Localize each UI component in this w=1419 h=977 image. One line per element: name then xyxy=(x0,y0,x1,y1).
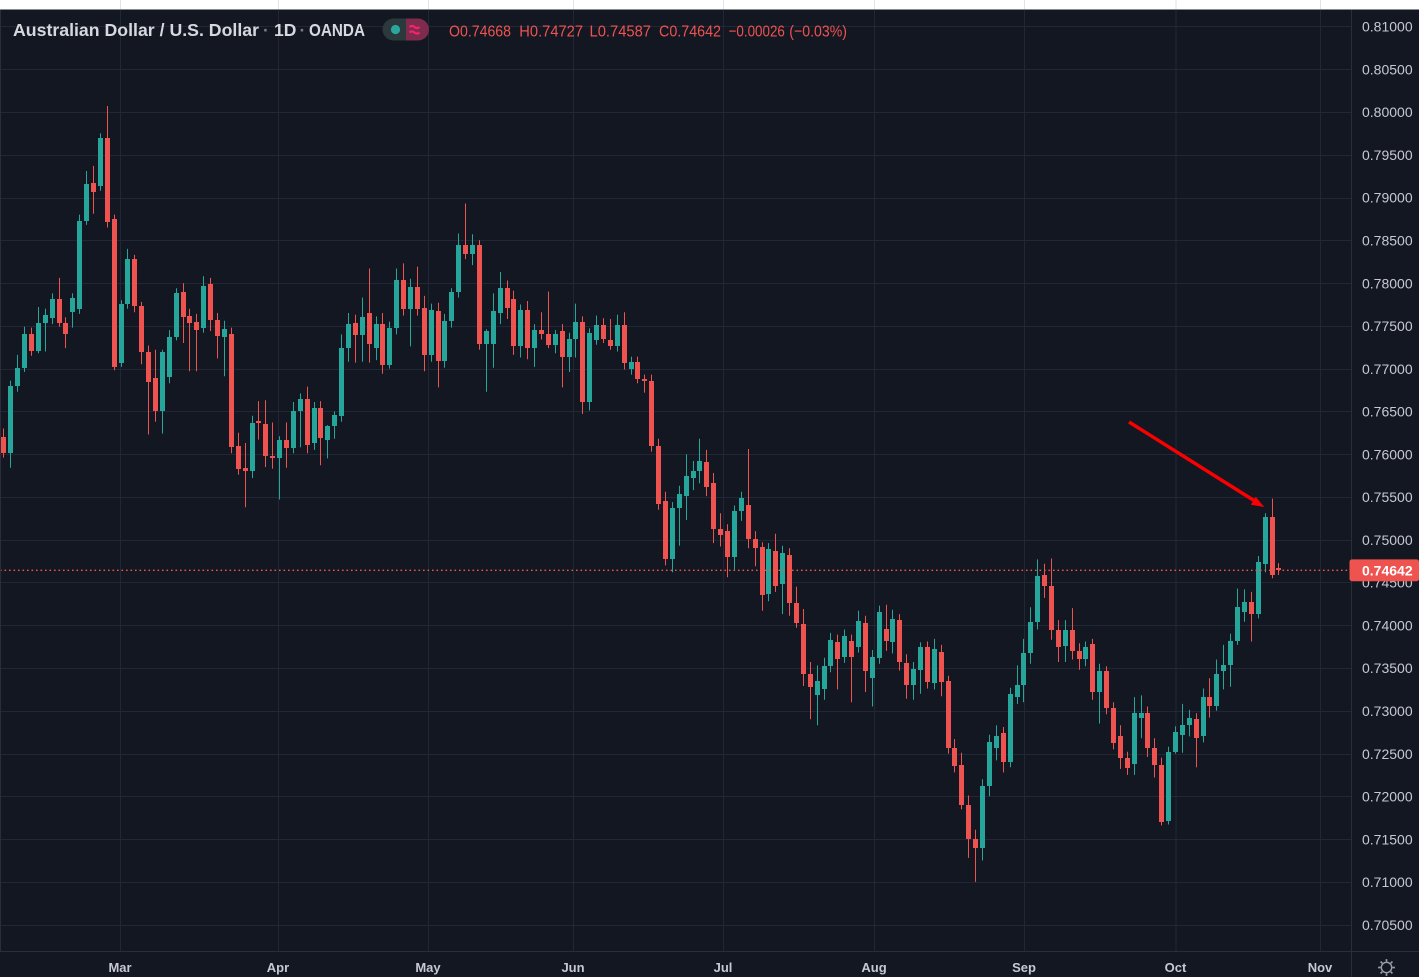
svg-text:0.73500: 0.73500 xyxy=(1362,660,1413,676)
svg-text:0.79000: 0.79000 xyxy=(1362,190,1413,206)
svg-text:0.81000: 0.81000 xyxy=(1362,19,1413,35)
svg-text:0.70500: 0.70500 xyxy=(1362,917,1413,933)
svg-text:(−0.03%): (−0.03%) xyxy=(789,24,847,41)
svg-text:0.79500: 0.79500 xyxy=(1362,147,1413,163)
svg-text:0.76500: 0.76500 xyxy=(1362,404,1413,420)
svg-text:Aug: Aug xyxy=(861,960,886,975)
svg-text:Australian Dollar / U.S. Dolla: Australian Dollar / U.S. Dollar xyxy=(13,20,259,40)
svg-text:·: · xyxy=(263,20,269,40)
svg-text:0.77000: 0.77000 xyxy=(1362,361,1413,377)
svg-text:·: · xyxy=(300,20,306,40)
svg-text:0.74000: 0.74000 xyxy=(1362,617,1413,633)
svg-text:0.75500: 0.75500 xyxy=(1362,489,1413,505)
svg-text:H0.74727: H0.74727 xyxy=(519,24,583,41)
svg-text:1D: 1D xyxy=(274,20,296,40)
svg-text:0.71500: 0.71500 xyxy=(1362,831,1413,847)
svg-text:0.72000: 0.72000 xyxy=(1362,789,1413,805)
svg-text:Nov: Nov xyxy=(1308,960,1333,975)
svg-text:0.80500: 0.80500 xyxy=(1362,61,1413,77)
svg-text:0.75000: 0.75000 xyxy=(1362,532,1413,548)
svg-text:OANDA: OANDA xyxy=(309,20,365,40)
svg-text:Apr: Apr xyxy=(267,960,289,975)
svg-text:L0.74587: L0.74587 xyxy=(590,24,652,41)
svg-text:Jun: Jun xyxy=(561,960,584,975)
svg-text:Oct: Oct xyxy=(1165,960,1187,975)
svg-text:Jul: Jul xyxy=(714,960,733,975)
svg-text:Sep: Sep xyxy=(1012,960,1036,975)
svg-text:May: May xyxy=(415,960,441,975)
svg-text:−0.00026: −0.00026 xyxy=(729,24,785,41)
svg-text:Mar: Mar xyxy=(108,960,131,975)
svg-text:0.76000: 0.76000 xyxy=(1362,446,1413,462)
svg-text:O0.74668: O0.74668 xyxy=(449,24,511,41)
svg-text:0.71000: 0.71000 xyxy=(1362,874,1413,890)
svg-text:0.73000: 0.73000 xyxy=(1362,703,1413,719)
svg-text:0.74642: 0.74642 xyxy=(1362,563,1413,579)
svg-text:0.77500: 0.77500 xyxy=(1362,318,1413,334)
svg-text:C0.74642: C0.74642 xyxy=(659,24,721,41)
svg-text:0.78000: 0.78000 xyxy=(1362,275,1413,291)
svg-text:0.78500: 0.78500 xyxy=(1362,233,1413,249)
svg-text:0.72500: 0.72500 xyxy=(1362,746,1413,762)
svg-text:0.80000: 0.80000 xyxy=(1362,104,1413,120)
